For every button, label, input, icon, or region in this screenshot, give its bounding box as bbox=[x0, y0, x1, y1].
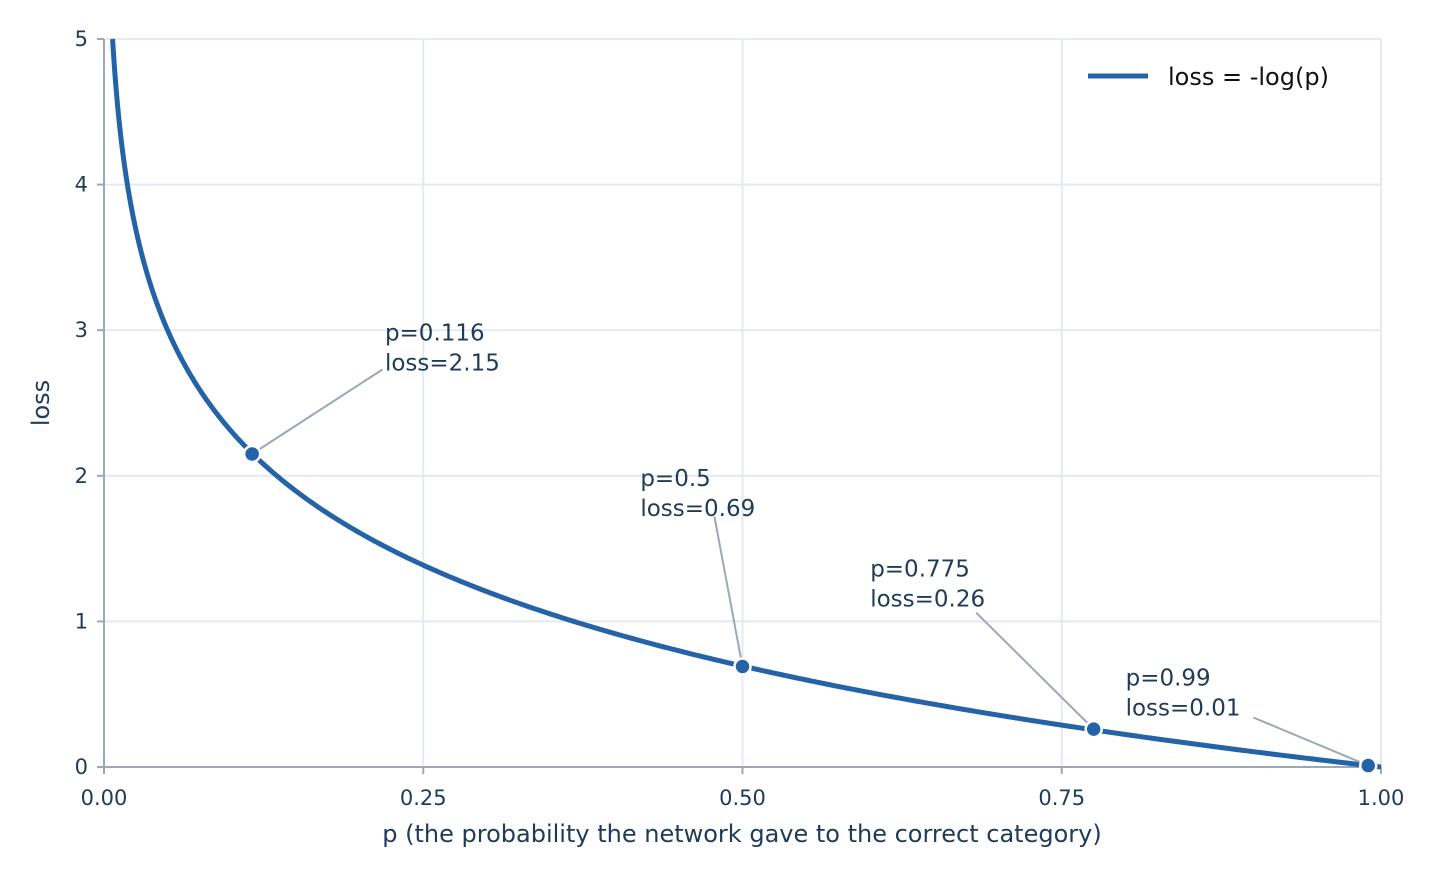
y-tick-label: 0 bbox=[75, 755, 88, 779]
data-point-marker bbox=[733, 657, 752, 676]
annotation-leader bbox=[251, 368, 383, 455]
legend-label: loss = -log(p) bbox=[1168, 63, 1329, 91]
data-point-marker bbox=[1358, 756, 1378, 775]
y-tick-label: 3 bbox=[75, 318, 88, 342]
y-tick-label: 2 bbox=[75, 464, 88, 488]
annotation-p-label: p=0.99 bbox=[1126, 665, 1211, 691]
tick-labels: 0.00 0.25 0.50 0.75 1.00 0 1 2 3 4 5 bbox=[75, 27, 1405, 810]
annotation-leader bbox=[1252, 716, 1369, 767]
x-tick-label: 1.00 bbox=[1358, 786, 1405, 810]
annotation-leader bbox=[975, 611, 1095, 730]
annotation-loss-label: loss=0.26 bbox=[870, 586, 985, 612]
y-axis-title: loss bbox=[27, 380, 55, 426]
y-tick-label: 5 bbox=[75, 27, 88, 51]
annotation-loss-label: loss=0.69 bbox=[640, 496, 755, 522]
y-tick-label: 1 bbox=[75, 609, 88, 633]
x-tick-label: 0.75 bbox=[1038, 786, 1085, 810]
y-tick-label: 4 bbox=[75, 173, 88, 197]
axes bbox=[97, 38, 1382, 774]
x-axis-title: p (the probability the network gave to t… bbox=[382, 820, 1101, 848]
x-tick-label: 0.50 bbox=[719, 786, 766, 810]
annotations: p=0.116 loss=2.15 p=0.5 loss=0.69 p=0.775 los… bbox=[242, 320, 1378, 775]
annotation-p-label: p=0.5 bbox=[640, 466, 710, 492]
annotation-loss-label: loss=0.01 bbox=[1126, 695, 1241, 721]
legend: loss = -log(p) bbox=[1088, 63, 1329, 91]
annotation-loss-label: loss=2.15 bbox=[385, 350, 500, 376]
annotation-leader bbox=[713, 516, 744, 667]
data-point-marker bbox=[1084, 719, 1103, 739]
annotation-p-label: p=0.775 bbox=[870, 556, 970, 582]
series bbox=[110, 36, 1382, 770]
x-tick-label: 0.00 bbox=[81, 786, 128, 810]
x-tick-label: 0.25 bbox=[400, 786, 447, 810]
annotation-p-label: p=0.116 bbox=[385, 320, 485, 346]
loss-curve bbox=[110, 36, 1382, 770]
data-point-marker bbox=[242, 444, 262, 464]
